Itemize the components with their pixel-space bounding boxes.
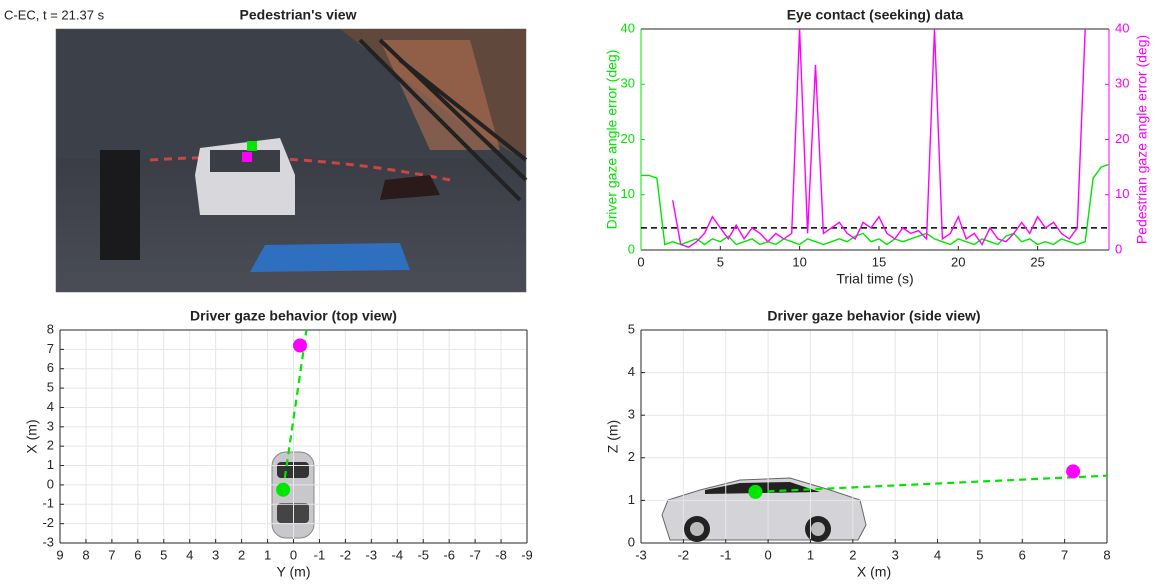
x-axis-label: X (m) xyxy=(857,564,891,580)
y-tick-label: 0 xyxy=(47,476,54,491)
y-tick-label: 30 xyxy=(621,76,635,91)
x-tick-label: -2 xyxy=(678,547,690,562)
x-tick-label: 8 xyxy=(1103,547,1110,562)
y-tick-label: 7 xyxy=(47,341,54,356)
x-tick-label: -3 xyxy=(635,547,647,562)
x-tick-label: 15 xyxy=(872,254,886,269)
x-tick-label: -1 xyxy=(720,547,732,562)
y-tick-label: 5 xyxy=(628,321,635,336)
y-tick-label: 20 xyxy=(621,131,635,146)
chart-title: Driver gaze behavior (side view) xyxy=(767,308,980,324)
x-tick-label: 5 xyxy=(976,547,983,562)
chart-title: Eye contact (seeking) data xyxy=(787,7,964,23)
y2-tick-label: 0 xyxy=(1115,241,1122,256)
x-tick-label: 20 xyxy=(951,254,965,269)
figure: C-EC, t = 21.37 s Pedestrian's view 0510… xyxy=(0,0,1158,587)
point xyxy=(1066,464,1080,478)
chart-title: Pedestrian's view xyxy=(240,7,357,23)
y-axis-label: Z (m) xyxy=(605,420,621,453)
x-tick-label: -4 xyxy=(391,547,403,562)
x-tick-label: 0 xyxy=(764,547,771,562)
y-tick-label: 5 xyxy=(47,380,54,395)
y-tick-label: 2 xyxy=(47,438,54,453)
x-tick-label: 4 xyxy=(186,547,193,562)
y-tick-label: 4 xyxy=(47,399,54,414)
x-tick-label: -2 xyxy=(340,547,352,562)
x-tick-label: 7 xyxy=(108,547,115,562)
y-tick-label: 2 xyxy=(628,449,635,464)
x-tick-label: 25 xyxy=(1030,254,1044,269)
point xyxy=(276,483,290,497)
y-axis-label: X (m) xyxy=(24,419,40,453)
y-tick-label: 3 xyxy=(628,407,635,422)
x-tick-label: -9 xyxy=(521,547,533,562)
x-tick-label: 3 xyxy=(892,547,899,562)
x-tick-label: 1 xyxy=(264,547,271,562)
y-tick-label: -3 xyxy=(42,534,54,549)
x-tick-label: -8 xyxy=(495,547,507,562)
y-tick-label: 3 xyxy=(47,418,54,433)
y-tick-label: -2 xyxy=(42,515,54,530)
x-tick-label: 5 xyxy=(717,254,724,269)
x-tick-label: 3 xyxy=(212,547,219,562)
x-tick-label: 6 xyxy=(134,547,141,562)
x-tick-label: 9 xyxy=(56,547,63,562)
y-tick-label: 40 xyxy=(621,20,635,35)
point xyxy=(748,485,762,499)
y-tick-label: 0 xyxy=(628,241,635,256)
x-tick-label: -5 xyxy=(417,547,429,562)
x-tick-label: 7 xyxy=(1061,547,1068,562)
x-tick-label: 10 xyxy=(792,254,806,269)
y2-tick-label: 10 xyxy=(1115,186,1129,201)
x-tick-label: 1 xyxy=(807,547,814,562)
y2-tick-label: 30 xyxy=(1115,76,1129,91)
x-tick-label: -1 xyxy=(314,547,326,562)
x-tick-label: -6 xyxy=(443,547,455,562)
x-tick-label: 4 xyxy=(934,547,941,562)
x-tick-label: 6 xyxy=(1019,547,1026,562)
x-tick-label: 0 xyxy=(637,254,644,269)
x-axis-label: Y (m) xyxy=(277,564,311,580)
x-tick-label: 0 xyxy=(290,547,297,562)
y2-tick-label: 20 xyxy=(1115,131,1129,146)
x-tick-label: 5 xyxy=(160,547,167,562)
x-tick-label: -3 xyxy=(366,547,378,562)
figure-label: C-EC, t = 21.37 s xyxy=(4,7,105,22)
y-tick-label: -1 xyxy=(42,496,54,511)
x-tick-label: 2 xyxy=(849,547,856,562)
y2-tick-label: 40 xyxy=(1115,20,1129,35)
x-axis-label: Trial time (s) xyxy=(836,271,913,287)
y-tick-label: 0 xyxy=(628,534,635,549)
pedestrian-view-image xyxy=(56,29,526,292)
x-tick-label: 2 xyxy=(238,547,245,562)
y-tick-label: 10 xyxy=(621,186,635,201)
y-tick-label: 6 xyxy=(47,360,54,375)
x-tick-label: -7 xyxy=(469,547,481,562)
y2-axis-label: Pedestrian gaze angle error (deg) xyxy=(1134,35,1150,244)
y-axis-label: Driver gaze angle error (deg) xyxy=(604,50,620,230)
y-tick-label: 8 xyxy=(47,321,54,336)
y-tick-label: 1 xyxy=(47,457,54,472)
chart-title: Driver gaze behavior (top view) xyxy=(190,308,397,324)
x-tick-label: 8 xyxy=(82,547,89,562)
point xyxy=(293,338,307,352)
y-tick-label: 1 xyxy=(628,492,635,507)
y-tick-label: 4 xyxy=(628,364,635,379)
